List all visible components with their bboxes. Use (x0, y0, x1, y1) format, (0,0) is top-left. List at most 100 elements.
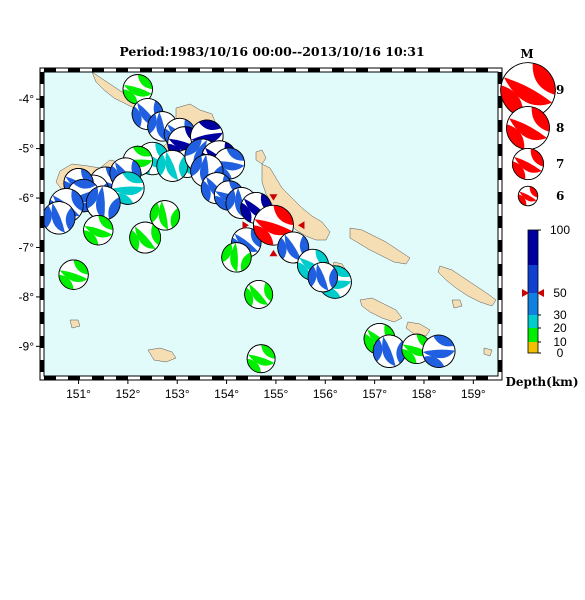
frame-segment (356, 68, 368, 72)
frame-segment (498, 96, 502, 108)
colorbar-band (528, 265, 538, 293)
frame-segment (498, 192, 502, 204)
frame-segment (188, 376, 200, 380)
lon-tick-label: 154° (214, 387, 239, 401)
frame-segment (332, 68, 344, 72)
frame-segment (308, 376, 320, 380)
kolombangara-island (405, 321, 431, 337)
frame-segment (332, 376, 344, 380)
frame-segment (498, 288, 502, 300)
frame-segment (40, 312, 44, 324)
lat-tick-label: -6° (19, 191, 35, 205)
legend-mechanism (511, 147, 545, 181)
focal-mechanism (85, 185, 121, 221)
highlight-marker (269, 249, 278, 257)
frame-segment (92, 376, 104, 380)
frame-segment (236, 68, 248, 72)
colorbar-frame (527, 229, 539, 354)
frame-segment (498, 312, 502, 324)
frame-segment (380, 376, 392, 380)
lat-tick-label: -4° (19, 92, 35, 106)
frame-segment (284, 376, 296, 380)
frame-segment (92, 68, 104, 72)
frame-segment (498, 240, 502, 252)
frame-segment (498, 216, 502, 228)
lat-axis: -4° -5° -6° -7° -8° -9° (19, 92, 40, 353)
legend-mechanism (506, 106, 550, 150)
frame-segment (498, 72, 502, 84)
frame-segment (40, 288, 44, 300)
frame-segment (40, 96, 44, 108)
focal-mechanism (129, 221, 162, 254)
colorbar-band (528, 328, 538, 342)
frame-segment (498, 168, 502, 180)
frame-segment (498, 360, 502, 372)
focal-mechanism (221, 242, 252, 273)
small-island-east (451, 299, 463, 309)
lon-tick-label: 151° (66, 387, 91, 401)
frame-segment (380, 68, 392, 72)
lon-tick-label: 152° (115, 387, 140, 401)
frame-segment (116, 68, 128, 72)
magnitude-legend-title: M (520, 47, 533, 61)
woodlark-island (147, 347, 177, 363)
magnitude-legend-label: 6 (556, 189, 564, 203)
frame-segment (308, 68, 320, 72)
frame-segment (404, 68, 416, 72)
lon-tick-label: 153° (165, 387, 190, 401)
frame-segment (40, 264, 44, 276)
focal-mechanism (58, 259, 89, 290)
frame-segment (140, 376, 152, 380)
colorbar-label: 10 (553, 335, 567, 349)
frame-segment (40, 144, 44, 156)
legend-mechanism (517, 185, 539, 207)
frame-segment (68, 376, 80, 380)
frame-segment (498, 144, 502, 156)
focal-mechanism (277, 231, 310, 264)
frame-segment (476, 376, 488, 380)
frame-segment (498, 336, 502, 348)
highlight-marker (298, 221, 305, 230)
lon-tick-label: 155° (264, 387, 289, 401)
choiseul-island (349, 227, 411, 265)
depth-colorbar-title: Depth(km) (505, 375, 578, 389)
frame-segment (404, 376, 416, 380)
santa-isabel-island (437, 265, 497, 307)
magnitude-legend-label: 8 (556, 121, 564, 135)
frame-segment (212, 376, 224, 380)
frame-segment (284, 68, 296, 72)
frame-segment (116, 376, 128, 380)
frame-segment (44, 68, 56, 72)
frame-segment (498, 120, 502, 132)
frame-segment (40, 192, 44, 204)
frame-segment (40, 360, 44, 372)
frame-segment (212, 68, 224, 72)
frame-segment (68, 68, 80, 72)
focal-mechanism-layer (44, 74, 456, 374)
frame-segment (40, 168, 44, 180)
frame-segment (476, 68, 488, 72)
focal-mechanism (111, 171, 145, 205)
focal-mechanism (246, 344, 276, 374)
frame-segment (40, 72, 44, 84)
colorbar-band (528, 293, 538, 315)
small-island-far-east (483, 347, 493, 357)
colorbar-band (528, 230, 538, 265)
colorbar-label: 0 (557, 346, 564, 360)
frame-segment (164, 376, 176, 380)
magnitude-legend-label: 7 (556, 157, 564, 171)
legend-mechanism (500, 62, 556, 118)
lon-tick-label: 159° (461, 387, 486, 401)
frame-segment (40, 336, 44, 348)
frame-segment (428, 376, 440, 380)
focal-mechanism (149, 200, 181, 231)
focal-mechanism (44, 201, 76, 235)
highlight-marker (269, 194, 278, 201)
lon-tick-label: 156° (313, 387, 338, 401)
frame-segment (40, 120, 44, 132)
highlight-markers (242, 194, 305, 257)
colorbar-band (528, 342, 538, 353)
new-georgia-islands (359, 297, 403, 323)
focal-mechanism (83, 215, 114, 246)
